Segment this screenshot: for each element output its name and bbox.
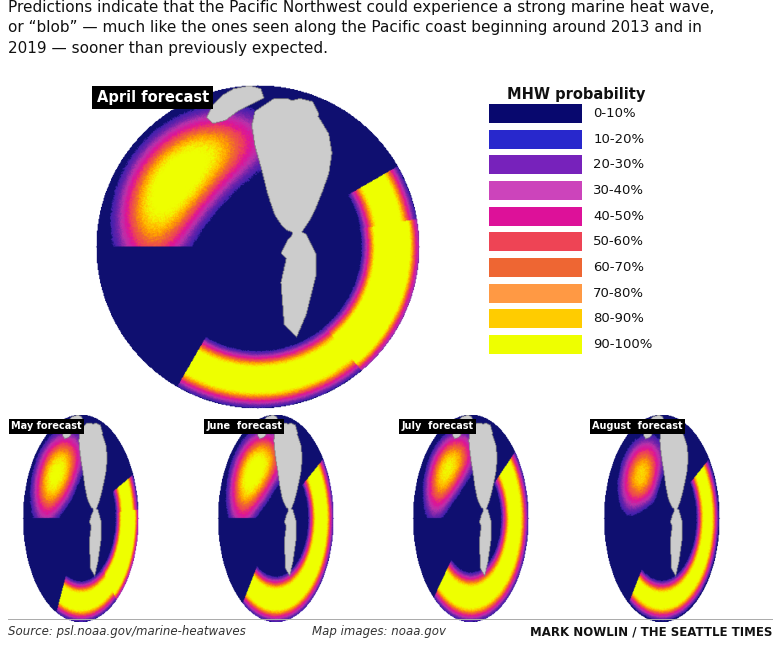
Text: 60-70%: 60-70%: [594, 261, 644, 274]
Text: August  forecast: August forecast: [592, 421, 682, 431]
Text: 50-60%: 50-60%: [594, 235, 644, 248]
FancyBboxPatch shape: [489, 309, 582, 328]
Text: MARK NOWLIN / THE SEATTLE TIMES: MARK NOWLIN / THE SEATTLE TIMES: [530, 625, 772, 638]
Text: April forecast: April forecast: [97, 90, 209, 105]
Text: Predictions indicate that the Pacific Northwest could experience a strong marine: Predictions indicate that the Pacific No…: [8, 0, 714, 56]
FancyBboxPatch shape: [489, 130, 582, 148]
Text: 0-10%: 0-10%: [594, 107, 636, 120]
Text: 20-30%: 20-30%: [594, 158, 644, 171]
Text: 40-50%: 40-50%: [594, 209, 644, 222]
Text: Source: psl.noaa.gov/marine-heatwaves: Source: psl.noaa.gov/marine-heatwaves: [8, 625, 246, 638]
Text: 10-20%: 10-20%: [594, 133, 644, 146]
FancyBboxPatch shape: [489, 258, 582, 277]
FancyBboxPatch shape: [489, 181, 582, 200]
Text: 90-100%: 90-100%: [594, 338, 653, 351]
FancyBboxPatch shape: [489, 207, 582, 226]
FancyBboxPatch shape: [489, 335, 582, 354]
Text: July  forecast: July forecast: [401, 421, 473, 431]
FancyBboxPatch shape: [489, 104, 582, 123]
Text: May forecast: May forecast: [11, 421, 82, 431]
Text: 80-90%: 80-90%: [594, 312, 644, 325]
FancyBboxPatch shape: [489, 284, 582, 303]
Text: MHW probability: MHW probability: [507, 87, 645, 102]
FancyBboxPatch shape: [489, 232, 582, 251]
FancyBboxPatch shape: [489, 156, 582, 174]
Text: 70-80%: 70-80%: [594, 286, 644, 299]
Text: Map images: noaa.gov: Map images: noaa.gov: [312, 625, 446, 638]
Text: 30-40%: 30-40%: [594, 184, 644, 197]
Text: June  forecast: June forecast: [206, 421, 282, 431]
